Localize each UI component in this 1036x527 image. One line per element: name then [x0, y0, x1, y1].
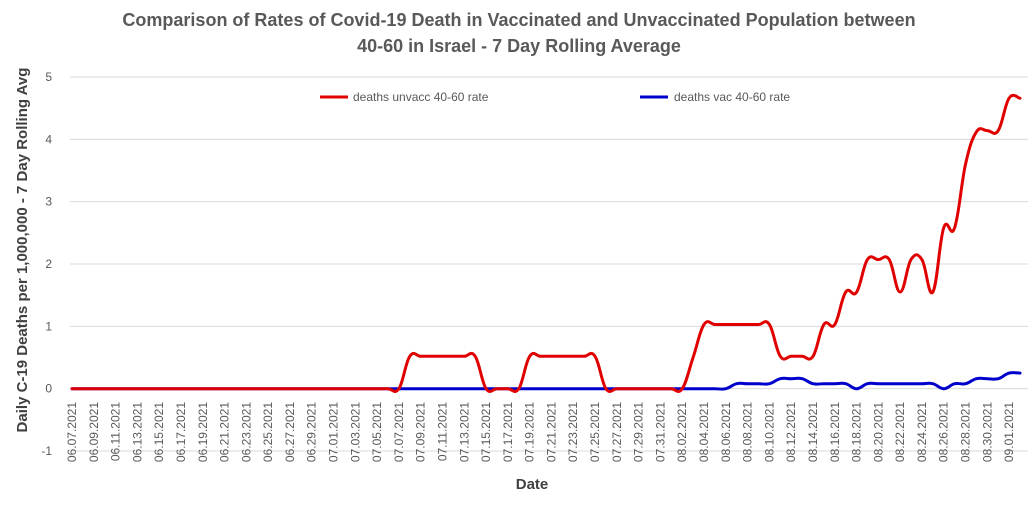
x-tick-label: 06.23.2021	[239, 402, 253, 462]
y-axis-label: Daily C-19 Deaths per 1,000,000 - 7 Day …	[14, 68, 31, 433]
x-tick-label: 07.11.2021	[435, 402, 449, 461]
series-lines	[70, 93, 1022, 394]
x-tick-label: 06.19.2021	[196, 402, 210, 462]
x-tick-label: 06.13.2021	[130, 402, 144, 462]
chart-title-line-2: 40-60 in Israel - 7 Day Rolling Average	[357, 36, 681, 56]
series-line-vac	[70, 371, 1022, 391]
x-tick-label: 07.31.2021	[653, 402, 667, 462]
x-tick-label: 08.26.2021	[937, 402, 951, 462]
y-tick-label: 2	[45, 257, 52, 271]
gridlines	[70, 76, 1028, 452]
x-tick-label: 07.09.2021	[414, 402, 428, 462]
x-tick-label: 07.03.2021	[348, 402, 362, 462]
y-tick-label: 5	[45, 70, 52, 84]
x-tick-label: 09.01.2021	[1002, 402, 1016, 462]
legend: deaths unvacc 40-60 rate deaths vac 40-6…	[320, 90, 790, 104]
x-tick-label: 08.08.2021	[741, 402, 755, 462]
x-tick-label: 07.23.2021	[566, 402, 580, 462]
x-tick-label: 08.22.2021	[893, 402, 907, 462]
x-tick-label: 08.28.2021	[959, 402, 973, 462]
x-tick-label: 07.29.2021	[632, 402, 646, 462]
x-tick-label: 06.15.2021	[152, 402, 166, 462]
x-tick-label: 06.11.2021	[109, 402, 123, 461]
x-tick-label: 07.15.2021	[479, 402, 493, 462]
x-tick-label: 07.07.2021	[392, 402, 406, 462]
x-tick-label: 07.13.2021	[457, 402, 471, 462]
x-tick-label: 08.24.2021	[915, 402, 929, 462]
x-tick-label: 08.30.2021	[980, 402, 994, 462]
y-axis-ticks: -1 0 1 2 3 4 5	[41, 70, 52, 458]
x-tick-label: 07.21.2021	[544, 402, 558, 462]
legend-label-vac: deaths vac 40-60 rate	[674, 90, 790, 104]
x-tick-label: 07.05.2021	[370, 402, 384, 462]
x-tick-label: 08.10.2021	[762, 402, 776, 462]
x-tick-label: 07.25.2021	[588, 402, 602, 462]
x-tick-label: 08.16.2021	[828, 402, 842, 462]
x-tick-label: 07.17.2021	[501, 402, 515, 462]
x-tick-label: 07.27.2021	[610, 402, 624, 462]
x-axis-ticks: 06.07.2021 06.09.2021 06.11.2021 06.13.2021…	[65, 402, 1016, 462]
x-tick-label: 08.14.2021	[806, 402, 820, 462]
x-tick-label: 06.29.2021	[305, 402, 319, 462]
x-tick-label: 07.01.2021	[327, 402, 341, 462]
x-tick-label: 07.19.2021	[523, 402, 537, 462]
y-tick-label: 0	[45, 382, 52, 396]
series-line-unvacc	[70, 93, 1022, 394]
x-tick-label: 06.25.2021	[261, 402, 275, 462]
x-tick-label: 08.02.2021	[675, 402, 689, 462]
x-tick-label: 06.17.2021	[174, 402, 188, 462]
legend-label-unvacc: deaths unvacc 40-60 rate	[353, 90, 489, 104]
x-tick-label: 08.06.2021	[719, 402, 733, 462]
x-tick-label: 08.20.2021	[871, 402, 885, 462]
chart-title-line-1: Comparison of Rates of Covid-19 Death in…	[122, 10, 915, 30]
x-tick-label: 06.09.2021	[87, 402, 101, 462]
y-tick-label: 4	[45, 132, 52, 146]
x-tick-label: 08.12.2021	[784, 402, 798, 462]
x-tick-label: 06.21.2021	[218, 402, 232, 462]
x-tick-label: 08.18.2021	[850, 402, 864, 462]
x-tick-label: 08.04.2021	[697, 402, 711, 462]
x-tick-label: 06.07.2021	[65, 402, 79, 462]
x-axis-label: Date	[516, 476, 549, 493]
y-tick-label: -1	[41, 444, 52, 458]
y-tick-label: 1	[45, 319, 52, 333]
x-tick-label: 06.27.2021	[283, 402, 297, 462]
y-tick-label: 3	[45, 195, 52, 209]
